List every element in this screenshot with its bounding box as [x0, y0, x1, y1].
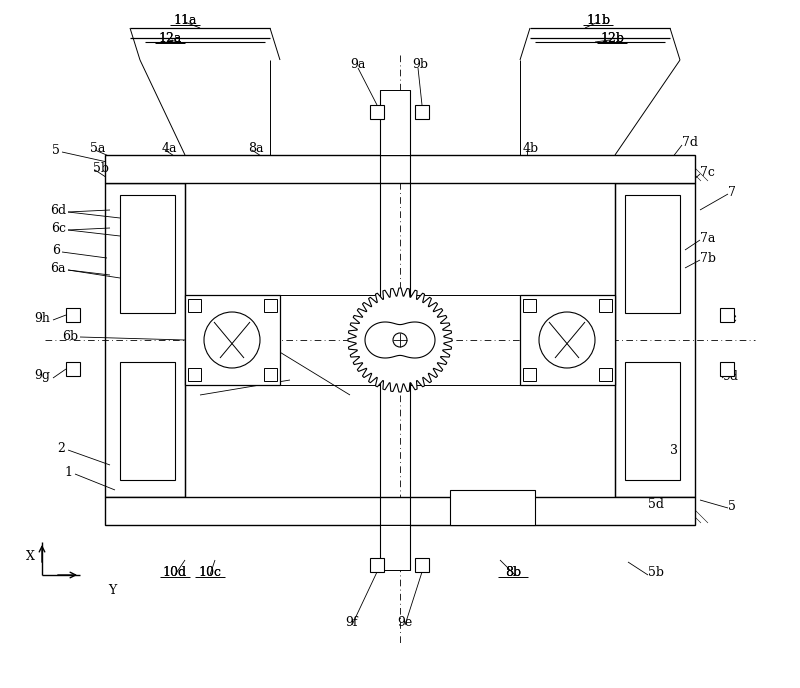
Polygon shape	[348, 288, 452, 392]
Text: 3: 3	[670, 444, 678, 457]
Text: 6a: 6a	[50, 261, 66, 275]
Text: 4b: 4b	[523, 142, 539, 155]
Bar	[105, 497, 695, 525]
Text: 10c: 10c	[198, 566, 222, 579]
Text: 9a: 9a	[350, 58, 366, 72]
Bar	[105, 155, 695, 183]
Text: 9d: 9d	[722, 369, 738, 383]
Text: 8a: 8a	[248, 142, 263, 155]
Text: 10d: 10d	[163, 566, 187, 579]
Bar	[523, 368, 536, 381]
Text: 11a: 11a	[174, 14, 197, 27]
Text: 5: 5	[52, 144, 60, 156]
Text: 7: 7	[728, 186, 736, 199]
Text: 9g: 9g	[34, 369, 50, 383]
Bar	[415, 558, 429, 572]
Bar	[599, 368, 612, 381]
Bar	[380, 183, 410, 497]
Text: 9b: 9b	[412, 58, 428, 72]
Bar	[185, 295, 280, 385]
Text: 6b: 6b	[62, 330, 78, 343]
Bar	[520, 295, 615, 385]
Text: 12b: 12b	[600, 32, 624, 45]
Text: 8b: 8b	[505, 566, 521, 579]
Text: 5b: 5b	[648, 566, 664, 579]
Text: 8b: 8b	[505, 566, 521, 579]
Text: 5a: 5a	[90, 142, 106, 155]
Bar	[188, 299, 201, 312]
Text: 9f: 9f	[346, 616, 358, 629]
Bar	[370, 558, 384, 572]
Bar	[625, 195, 680, 313]
Bar	[523, 299, 536, 312]
Bar	[370, 105, 384, 119]
Bar	[264, 299, 277, 312]
Bar	[66, 362, 80, 376]
Circle shape	[204, 312, 260, 368]
Bar	[625, 362, 680, 480]
Bar	[615, 183, 695, 497]
Bar	[264, 368, 277, 381]
Text: 1: 1	[64, 466, 72, 478]
Circle shape	[393, 333, 407, 347]
Text: 5: 5	[728, 499, 736, 513]
Bar	[415, 105, 429, 119]
Text: 6d: 6d	[50, 204, 66, 217]
Text: 7d: 7d	[682, 136, 698, 149]
Text: 12b: 12b	[600, 32, 624, 45]
Text: 11b: 11b	[586, 14, 610, 27]
Text: 7a: 7a	[700, 231, 715, 244]
Text: 7c: 7c	[700, 166, 715, 178]
Text: 5d: 5d	[648, 497, 664, 510]
Bar	[720, 308, 734, 322]
Bar	[105, 183, 185, 497]
Bar	[66, 308, 80, 322]
Text: 11b: 11b	[586, 14, 610, 27]
Text: 12a: 12a	[158, 32, 182, 45]
Text: 6c: 6c	[51, 222, 66, 235]
Bar	[380, 90, 410, 155]
Text: X: X	[26, 550, 34, 563]
Text: Y: Y	[108, 583, 116, 596]
Bar	[450, 490, 535, 525]
Text: 9h: 9h	[34, 312, 50, 325]
Bar	[120, 362, 175, 480]
Bar	[599, 299, 612, 312]
Text: 6: 6	[52, 244, 60, 257]
Text: 2: 2	[57, 442, 65, 455]
Text: 11a: 11a	[174, 14, 197, 27]
Text: 7b: 7b	[700, 252, 716, 264]
Bar	[720, 362, 734, 376]
Text: 10c: 10c	[198, 566, 222, 579]
Bar	[188, 368, 201, 381]
Text: 5b: 5b	[93, 162, 109, 175]
Text: 10d: 10d	[163, 566, 187, 579]
Text: 9e: 9e	[398, 616, 413, 629]
Bar	[120, 195, 175, 313]
Text: 4a: 4a	[162, 142, 178, 155]
Bar	[380, 525, 410, 570]
Circle shape	[539, 312, 595, 368]
Text: 12a: 12a	[158, 32, 182, 45]
Text: 9c: 9c	[722, 312, 737, 325]
Polygon shape	[365, 322, 435, 358]
